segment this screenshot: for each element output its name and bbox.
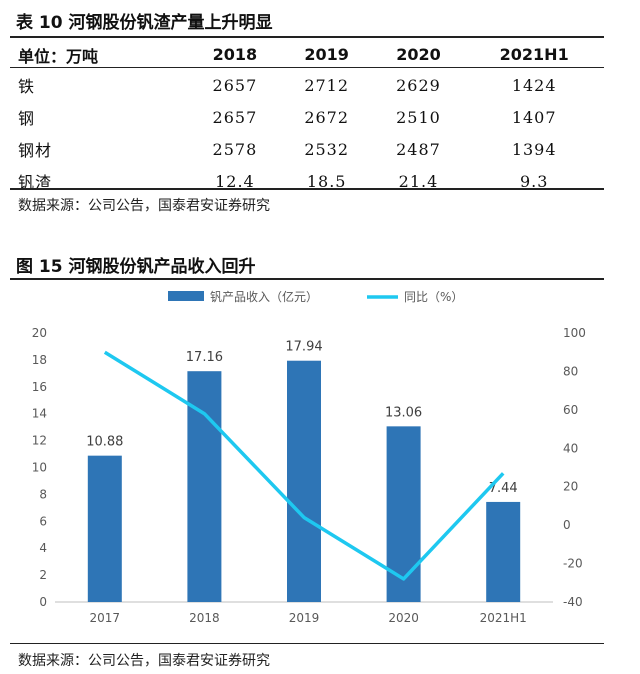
table-cell: 2712: [304, 75, 350, 95]
x-tick-label: 2018: [189, 611, 220, 625]
table-row: 钒渣 12.4 18.5 21.4 9.3: [10, 165, 604, 197]
y-left-tick-label: 4: [39, 541, 47, 555]
table-cell: 2657: [212, 107, 258, 127]
row-label: 钢材: [18, 141, 53, 160]
y-left-tick-label: 12: [32, 434, 47, 448]
table-cell: 2487: [396, 139, 441, 159]
table-cell: 2657: [212, 75, 258, 95]
y-left-tick-label: 0: [39, 595, 47, 609]
bar-data-label: 7.44: [489, 481, 518, 496]
y-left-tick-label: 6: [39, 514, 47, 528]
y-left-tick-label: 18: [32, 353, 47, 367]
table-title: 表 10 河钢股份钒渣产量上升明显: [16, 13, 273, 33]
table-cell: 1394: [511, 139, 557, 159]
y-left-tick-label: 20: [32, 326, 47, 340]
figure-source-note: 数据来源：公司公告，国泰君安证券研究: [18, 653, 270, 669]
bar-data-label: 17.16: [186, 350, 223, 365]
y-left-tick-label: 14: [32, 407, 47, 421]
header-2019: 2019: [304, 45, 349, 64]
bar: [287, 360, 321, 602]
revenue-chart: 0 2 4 6 8 10 12 14 16 18 20 -40 -20 0 20 40 60 80 100 2017 2…: [32, 289, 586, 625]
table-cell: 21.4: [398, 171, 439, 191]
table-cell: 12.4: [215, 171, 255, 191]
y-left-tick-label: 8: [39, 487, 47, 501]
y-right-tick-label: 40: [563, 441, 578, 455]
x-tick-label: 2021H1: [480, 611, 527, 625]
figure-title: 图 15 河钢股份钒产品收入回升: [16, 257, 256, 277]
figure-top-rule: [10, 278, 604, 280]
y-right-tick-label: -40: [563, 595, 583, 609]
x-tick-label: 2020: [388, 611, 419, 625]
y-left-tick-label: 10: [32, 461, 47, 475]
table-header-rule: [10, 67, 604, 68]
bar: [187, 371, 222, 602]
table-cell: 1424: [511, 75, 557, 95]
bar-data-label: 17.94: [285, 340, 322, 355]
production-table: 单位：万吨 2018 2019 2020 2021H1 铁 2657 2712 …: [10, 40, 604, 197]
table-cell: 2672: [304, 107, 350, 127]
legend-bar-label: 钒产品收入（亿元）: [210, 289, 318, 304]
figure-bottom-rule: [10, 643, 604, 644]
table-row: 钢 2657 2672 2510 1407: [10, 101, 604, 133]
row-label: 钒渣: [18, 173, 53, 192]
y-right-tick-label: 60: [563, 403, 578, 417]
y-left-tick-label: 16: [32, 380, 47, 394]
row-label: 铁: [18, 77, 36, 96]
header-unit: 单位：万吨: [18, 46, 99, 66]
legend-bar-swatch: [168, 291, 204, 301]
x-tick-label: 2019: [289, 611, 320, 625]
table-cell: 18.5: [306, 171, 347, 191]
bar: [386, 426, 421, 602]
yoy-line: [103, 350, 505, 581]
y-left-tick-label: 2: [39, 568, 47, 582]
table-top-rule: [10, 36, 604, 38]
table-cell: 9.3: [519, 171, 549, 191]
legend-line-label: 同比（%）: [404, 290, 463, 304]
y-right-tick-label: 100: [563, 326, 586, 340]
y-right-tick-label: 80: [563, 364, 578, 378]
y-right-tick-label: 0: [563, 518, 571, 532]
table-cell: 2532: [304, 139, 350, 159]
bar: [486, 501, 521, 602]
chart-area: 0 2 4 6 8 10 12 14 16 18 20 -40 -20 0 20 40 60 80 100 2017 2…: [10, 280, 604, 640]
table-header-row: 单位：万吨 2018 2019 2020 2021H1: [10, 40, 604, 69]
bar-data-label: 13.06: [385, 405, 422, 420]
row-label: 钢: [18, 109, 36, 128]
bar: [87, 455, 122, 602]
table-row: 铁 2657 2712 2629 1424: [10, 69, 604, 101]
table-source-note: 数据来源：公司公告，国泰君安证券研究: [18, 198, 270, 214]
header-2018: 2018: [212, 45, 258, 64]
table-cell: 2629: [396, 75, 441, 95]
bar-data-label: 10.88: [86, 435, 123, 450]
header-2021h1: 2021H1: [499, 45, 569, 64]
header-2020: 2020: [396, 45, 441, 64]
x-tick-label: 2017: [90, 611, 121, 625]
table-cell: 1407: [511, 107, 557, 127]
y-right-tick-label: -20: [563, 557, 583, 571]
table-cell: 2578: [212, 139, 258, 159]
table-row: 钢材 2578 2532 2487 1394: [10, 133, 604, 165]
table-cell: 2510: [396, 107, 441, 127]
table-bottom-rule: [10, 188, 604, 190]
y-right-tick-label: 20: [563, 480, 578, 494]
